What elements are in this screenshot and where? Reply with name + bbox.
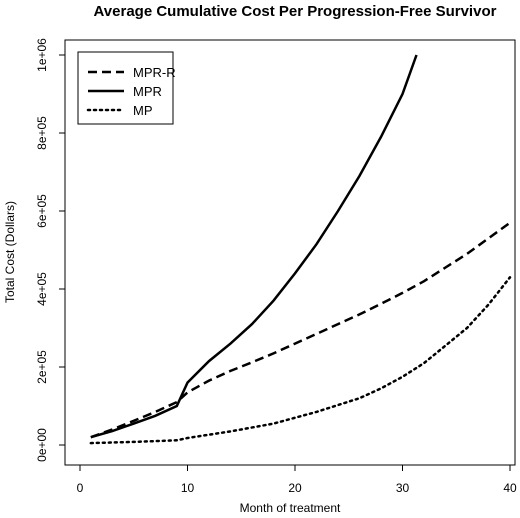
x-axis: 0 10 20 30 40	[77, 464, 517, 495]
x-tick-label: 20	[288, 481, 302, 495]
y-tick-label: 2e+05	[35, 350, 49, 384]
x-tick-label: 10	[181, 481, 195, 495]
series-line-mp	[89, 276, 512, 445]
series-layer	[89, 54, 512, 445]
legend: MPR-R MPR MP	[77, 51, 176, 125]
y-tick-label: 4e+05	[35, 272, 49, 306]
y-tick-label: 6e+05	[35, 194, 49, 228]
y-tick-label: 1e+06	[35, 38, 49, 72]
x-tick-label: 30	[396, 481, 410, 495]
chart-title: Average Cumulative Cost Per Progression-…	[94, 3, 497, 20]
x-axis-label: Month of treatment	[240, 501, 341, 515]
legend-label: MPR	[133, 84, 162, 99]
y-tick-label: 8e+05	[35, 116, 49, 150]
x-tick-label: 0	[77, 481, 84, 495]
y-axis-label: Total Cost (Dollars)	[3, 201, 17, 303]
x-tick-label: 40	[503, 481, 517, 495]
legend-box	[77, 51, 174, 125]
series-line-mpr	[90, 54, 418, 439]
y-tick-label: 0e+00	[35, 428, 49, 462]
legend-label: MP	[133, 103, 153, 118]
legend-label: MPR-R	[133, 65, 176, 80]
series-line-mpr-r	[90, 221, 511, 439]
y-axis: 0e+00 2e+05 4e+05 6e+05 8e+05 1e+06	[35, 38, 66, 462]
